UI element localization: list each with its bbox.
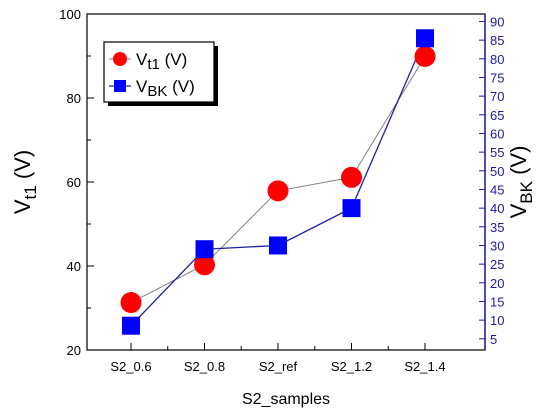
right-tick-label: 60	[490, 126, 504, 141]
series-markers	[120, 29, 436, 335]
axes: 20 40 60 80 100 5 10 15 20 25 30 35 40 45 50 55 60 65 70 75…	[10, 7, 536, 408]
x-axis-title: S2_samples	[242, 391, 330, 408]
right-tick-label: 30	[490, 238, 504, 253]
legend-marker-vbk	[114, 80, 126, 92]
left-axis-title: Vt1 (V)	[10, 150, 40, 214]
x-tick-label: S2_0.6	[110, 359, 151, 374]
right-tick-label: 85	[490, 33, 504, 48]
data-point-vbk	[269, 236, 287, 255]
right-tick-label: 10	[490, 313, 504, 328]
x-tick-label: S2_0.8	[184, 359, 225, 374]
left-tick-label: 60	[67, 175, 81, 190]
legend-label-1: Vt1 (V)	[136, 50, 187, 73]
right-tick-label: 80	[490, 52, 504, 67]
right-tick-label: 55	[490, 145, 504, 160]
x-tick-label: S2_1.4	[404, 359, 445, 374]
right-tick-label: 75	[490, 70, 504, 85]
legend-label-2: VBK (V)	[136, 77, 195, 100]
legend: Vt1 (V) VBK (V)	[103, 41, 218, 106]
x-tick-label: S2_1.2	[331, 359, 372, 374]
left-tick-label: 40	[67, 259, 81, 274]
data-point-vbk	[342, 199, 361, 218]
right-tick-label: 40	[490, 201, 504, 216]
right-tick-label: 90	[490, 14, 504, 29]
legend-marker-vt1	[113, 52, 127, 66]
right-tick-label: 5	[490, 332, 497, 347]
right-tick-label: 35	[490, 220, 504, 235]
right-tick-label: 25	[490, 257, 504, 272]
right-axis-title: VBK (V)	[506, 146, 536, 219]
right-tick-label: 20	[490, 276, 504, 291]
left-tick-label: 100	[59, 7, 81, 22]
right-tick-label: 50	[490, 164, 504, 179]
data-point-vt1	[341, 166, 362, 188]
x-tick-label: S2_ref	[259, 359, 298, 374]
data-point-vbk	[195, 240, 214, 259]
right-tick-label: 15	[490, 294, 504, 309]
left-tick-label: 80	[67, 91, 81, 106]
right-tick-label: 65	[490, 108, 504, 123]
right-tick-label: 70	[490, 89, 504, 104]
data-point-vt1	[414, 45, 436, 67]
data-point-vt1	[267, 180, 289, 202]
data-point-vt1	[120, 292, 142, 314]
left-tick-label: 20	[67, 343, 81, 358]
data-point-vbk	[122, 316, 140, 335]
right-tick-label: 45	[490, 182, 504, 197]
data-point-vbk	[416, 29, 434, 48]
data-point-vt1	[194, 254, 215, 276]
